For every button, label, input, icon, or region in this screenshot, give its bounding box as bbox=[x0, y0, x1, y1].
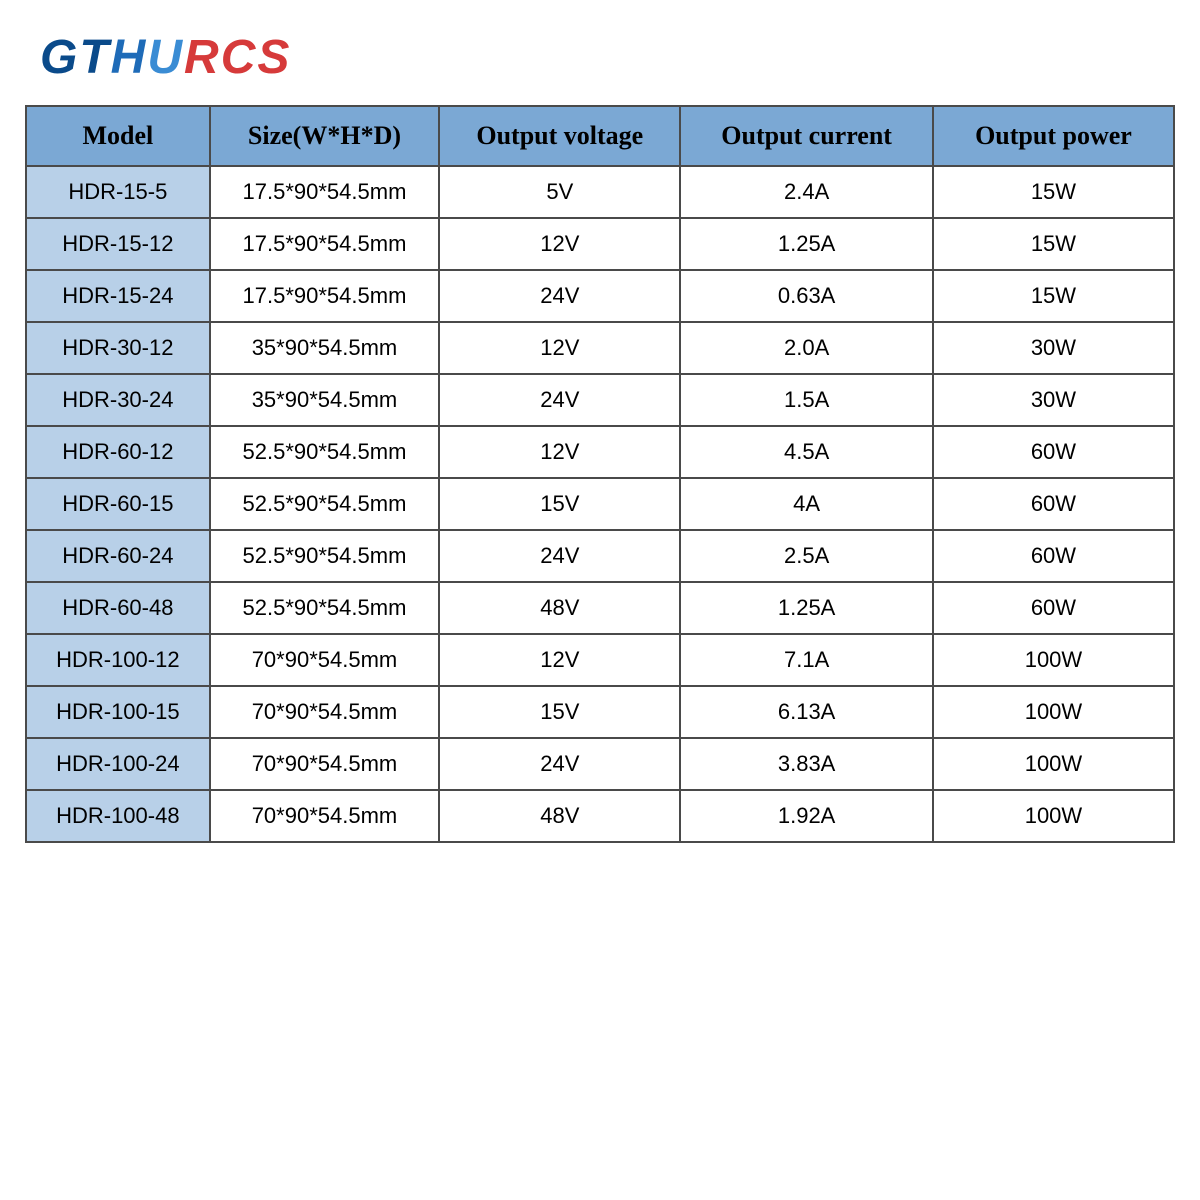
cell-size: 70*90*54.5mm bbox=[210, 686, 440, 738]
cell-size: 52.5*90*54.5mm bbox=[210, 582, 440, 634]
cell-voltage: 12V bbox=[439, 426, 680, 478]
cell-size: 70*90*54.5mm bbox=[210, 738, 440, 790]
cell-power: 15W bbox=[933, 270, 1174, 322]
header-power: Output power bbox=[933, 106, 1174, 166]
cell-power: 60W bbox=[933, 582, 1174, 634]
cell-size: 52.5*90*54.5mm bbox=[210, 530, 440, 582]
logo-letter-s: S bbox=[257, 31, 291, 84]
table-row: HDR-100-24 70*90*54.5mm 24V 3.83A 100W bbox=[26, 738, 1174, 790]
cell-voltage: 15V bbox=[439, 478, 680, 530]
header-model: Model bbox=[26, 106, 210, 166]
cell-power: 30W bbox=[933, 322, 1174, 374]
cell-voltage: 12V bbox=[439, 322, 680, 374]
cell-size: 52.5*90*54.5mm bbox=[210, 426, 440, 478]
cell-model: HDR-15-5 bbox=[26, 166, 210, 218]
cell-size: 70*90*54.5mm bbox=[210, 790, 440, 842]
cell-model: HDR-60-15 bbox=[26, 478, 210, 530]
cell-power: 60W bbox=[933, 530, 1174, 582]
cell-model: HDR-100-12 bbox=[26, 634, 210, 686]
table-row: HDR-100-12 70*90*54.5mm 12V 7.1A 100W bbox=[26, 634, 1174, 686]
cell-voltage: 5V bbox=[439, 166, 680, 218]
cell-current: 6.13A bbox=[680, 686, 933, 738]
logo-letter-h: H bbox=[111, 31, 148, 84]
cell-size: 35*90*54.5mm bbox=[210, 374, 440, 426]
cell-current: 2.5A bbox=[680, 530, 933, 582]
cell-voltage: 12V bbox=[439, 634, 680, 686]
table-row: HDR-60-12 52.5*90*54.5mm 12V 4.5A 60W bbox=[26, 426, 1174, 478]
table-row: HDR-60-48 52.5*90*54.5mm 48V 1.25A 60W bbox=[26, 582, 1174, 634]
cell-current: 4A bbox=[680, 478, 933, 530]
cell-voltage: 24V bbox=[439, 738, 680, 790]
cell-current: 0.63A bbox=[680, 270, 933, 322]
cell-power: 15W bbox=[933, 218, 1174, 270]
cell-current: 1.25A bbox=[680, 582, 933, 634]
cell-voltage: 24V bbox=[439, 270, 680, 322]
cell-current: 1.92A bbox=[680, 790, 933, 842]
cell-current: 4.5A bbox=[680, 426, 933, 478]
logo-letter-g: G bbox=[40, 31, 79, 84]
cell-voltage: 12V bbox=[439, 218, 680, 270]
cell-power: 30W bbox=[933, 374, 1174, 426]
table-row: HDR-100-15 70*90*54.5mm 15V 6.13A 100W bbox=[26, 686, 1174, 738]
table-header-row: Model Size(W*H*D) Output voltage Output … bbox=[26, 106, 1174, 166]
table-row: HDR-100-48 70*90*54.5mm 48V 1.92A 100W bbox=[26, 790, 1174, 842]
cell-size: 70*90*54.5mm bbox=[210, 634, 440, 686]
cell-current: 1.25A bbox=[680, 218, 933, 270]
cell-model: HDR-100-24 bbox=[26, 738, 210, 790]
cell-current: 2.4A bbox=[680, 166, 933, 218]
header-voltage: Output voltage bbox=[439, 106, 680, 166]
logo-letter-r: R bbox=[184, 31, 221, 84]
cell-current: 7.1A bbox=[680, 634, 933, 686]
header-current: Output current bbox=[680, 106, 933, 166]
table-row: HDR-60-15 52.5*90*54.5mm 15V 4A 60W bbox=[26, 478, 1174, 530]
cell-size: 17.5*90*54.5mm bbox=[210, 166, 440, 218]
cell-power: 100W bbox=[933, 790, 1174, 842]
cell-model: HDR-100-15 bbox=[26, 686, 210, 738]
cell-model: HDR-100-48 bbox=[26, 790, 210, 842]
cell-power: 100W bbox=[933, 738, 1174, 790]
table-row: HDR-15-12 17.5*90*54.5mm 12V 1.25A 15W bbox=[26, 218, 1174, 270]
cell-power: 100W bbox=[933, 634, 1174, 686]
cell-voltage: 24V bbox=[439, 530, 680, 582]
header-size: Size(W*H*D) bbox=[210, 106, 440, 166]
cell-model: HDR-60-48 bbox=[26, 582, 210, 634]
cell-model: HDR-30-12 bbox=[26, 322, 210, 374]
cell-power: 100W bbox=[933, 686, 1174, 738]
cell-current: 3.83A bbox=[680, 738, 933, 790]
table-row: HDR-30-24 35*90*54.5mm 24V 1.5A 30W bbox=[26, 374, 1174, 426]
cell-power: 60W bbox=[933, 478, 1174, 530]
cell-size: 52.5*90*54.5mm bbox=[210, 478, 440, 530]
cell-model: HDR-60-12 bbox=[26, 426, 210, 478]
table-row: HDR-15-24 17.5*90*54.5mm 24V 0.63A 15W bbox=[26, 270, 1174, 322]
brand-logo: GTHURCS bbox=[40, 30, 1175, 85]
cell-current: 1.5A bbox=[680, 374, 933, 426]
table-body: HDR-15-5 17.5*90*54.5mm 5V 2.4A 15W HDR-… bbox=[26, 166, 1174, 842]
specs-table: Model Size(W*H*D) Output voltage Output … bbox=[25, 105, 1175, 843]
logo-letter-t: T bbox=[79, 31, 110, 84]
table-row: HDR-15-5 17.5*90*54.5mm 5V 2.4A 15W bbox=[26, 166, 1174, 218]
cell-power: 15W bbox=[933, 166, 1174, 218]
cell-model: HDR-15-12 bbox=[26, 218, 210, 270]
cell-size: 17.5*90*54.5mm bbox=[210, 270, 440, 322]
table-row: HDR-30-12 35*90*54.5mm 12V 2.0A 30W bbox=[26, 322, 1174, 374]
cell-size: 17.5*90*54.5mm bbox=[210, 218, 440, 270]
cell-model: HDR-60-24 bbox=[26, 530, 210, 582]
logo-letter-u: U bbox=[147, 31, 184, 84]
cell-model: HDR-30-24 bbox=[26, 374, 210, 426]
table-row: HDR-60-24 52.5*90*54.5mm 24V 2.5A 60W bbox=[26, 530, 1174, 582]
logo-letter-c: C bbox=[221, 31, 258, 84]
cell-model: HDR-15-24 bbox=[26, 270, 210, 322]
cell-voltage: 15V bbox=[439, 686, 680, 738]
cell-voltage: 24V bbox=[439, 374, 680, 426]
cell-current: 2.0A bbox=[680, 322, 933, 374]
cell-voltage: 48V bbox=[439, 790, 680, 842]
cell-power: 60W bbox=[933, 426, 1174, 478]
cell-size: 35*90*54.5mm bbox=[210, 322, 440, 374]
cell-voltage: 48V bbox=[439, 582, 680, 634]
